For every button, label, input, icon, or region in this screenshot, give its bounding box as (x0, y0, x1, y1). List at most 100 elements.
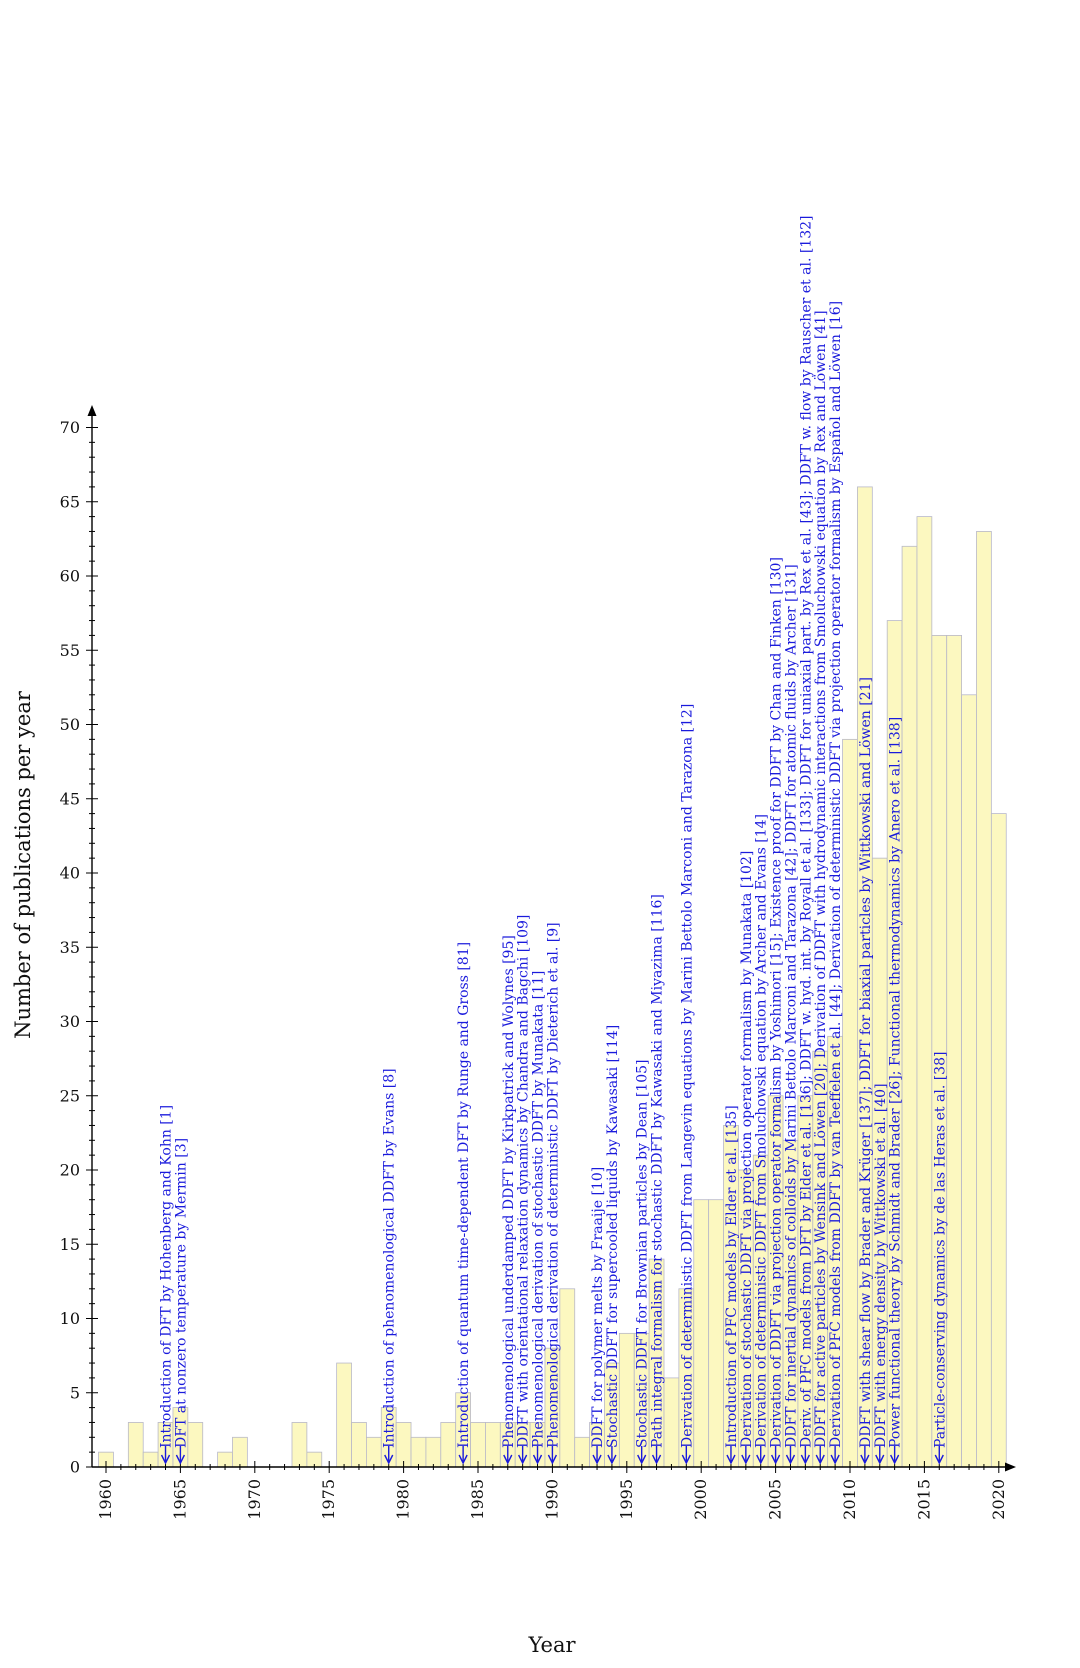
annotation-text: Introduction of quantum time-dependent D… (456, 942, 472, 1448)
annotation-text: Derivation of deterministic DDFT from La… (679, 704, 695, 1448)
bar-2014 (901, 545, 918, 1468)
annotation-1984: Introduction of quantum time-dependent D… (456, 942, 472, 1465)
y-tick-label: 40 (60, 864, 80, 883)
y-tick-label: 5 (70, 1383, 80, 1402)
annotation-1988: DDFT with orientational relaxation dynam… (516, 915, 532, 1465)
annotation-2011: DDFT with shear flow by Brader and Krüge… (858, 677, 874, 1465)
bar-1998 (663, 1377, 680, 1468)
bar-1981 (410, 1436, 427, 1468)
annotation-2006: DDFT for inertial dynamics of colloids b… (784, 564, 800, 1465)
annotation-2003: Derivation of stochastic DDFT via projec… (739, 851, 755, 1465)
annotation-text: Derivation of deterministic DDFT from Sm… (754, 814, 770, 1448)
annotation-1965: DFT at nonzero temperature by Mermin [3] (173, 1138, 189, 1465)
x-tick-label: 1975 (319, 1479, 338, 1520)
annotation-arrowhead (607, 1454, 617, 1465)
y-tick-label: 35 (60, 938, 80, 957)
annotation-2016: Particle-conserving dynamics by de las H… (932, 1052, 948, 1465)
annotation-text: DDFT for inertial dynamics of colloids b… (784, 564, 800, 1448)
x-tick-label: 2010 (840, 1479, 859, 1520)
annotations-layer: Introduction of DFT by Hohenberg and Koh… (159, 216, 948, 1465)
bar-1969 (232, 1436, 248, 1468)
annotation-arrowhead (384, 1454, 394, 1465)
x-axis-title: Year (527, 1633, 576, 1657)
y-tick-label: 50 (60, 715, 80, 734)
annotation-arrowhead (503, 1454, 513, 1465)
x-axis-arrowhead (1005, 1462, 1016, 1472)
annotation-arrowhead (830, 1454, 840, 1465)
annotation-text: Deriv. of PFC models from DFT by Elder e… (798, 216, 814, 1449)
annotation-1999: Derivation of deterministic DDFT from La… (679, 704, 695, 1465)
bar-2017 (946, 635, 962, 1468)
annotation-text: Stochastic DDFT for supercooled liquids … (605, 1025, 621, 1448)
annotation-text: DDFT with orientational relaxation dynam… (516, 915, 532, 1448)
annotation-text: Introduction of PFC models by Elder et a… (724, 1105, 740, 1448)
annotation-text: Introduction of phenomenological DDFT by… (382, 1068, 398, 1448)
annotation-1994: Stochastic DDFT for supercooled liquids … (605, 1025, 621, 1465)
annotation-1993: DDFT for polymer melts by Fraaije [10] (590, 1167, 606, 1465)
bar-2015 (916, 516, 933, 1468)
annotation-1997: Path integral formalism for stochastic D… (650, 894, 666, 1465)
annotation-arrowhead (785, 1454, 796, 1465)
y-tick-label: 25 (60, 1086, 80, 1105)
bar-2000 (693, 1199, 710, 1468)
x-tick-label: 1980 (394, 1479, 413, 1520)
annotation-arrowhead (890, 1454, 900, 1465)
bar-2020 (990, 813, 1007, 1468)
annotation-2009: Derivation of PFC models from DDFT by va… (828, 301, 844, 1465)
y-tick-label: 60 (60, 567, 80, 586)
y-tick-label: 10 (60, 1309, 80, 1328)
x-tick-label: 1960 (96, 1479, 115, 1520)
annotation-arrowhead (175, 1454, 186, 1465)
bar-1980 (395, 1422, 412, 1468)
x-tick-label: 1965 (170, 1479, 189, 1520)
y-tick-label: 20 (60, 1161, 80, 1180)
annotation-text: DFT at nonzero temperature by Mermin [3] (173, 1138, 189, 1448)
annotation-text: Stochastic DDFT for Brownian particles b… (635, 1060, 651, 1448)
x-tick-label: 2005 (766, 1479, 785, 1520)
annotation-arrowhead (518, 1454, 528, 1465)
annotation-2004: Derivation of deterministic DDFT from Sm… (754, 814, 770, 1465)
bar-2010 (842, 738, 858, 1468)
annotation-1964: Introduction of DFT by Hohenberg and Koh… (159, 1105, 175, 1465)
annotation-arrowhead (592, 1454, 602, 1465)
annotation-2005: Derivation of DDFT via projection operat… (769, 557, 785, 1465)
annotation-2012: DDFT with energy density by Wittkowski e… (873, 1083, 889, 1465)
x-tick-label: 1970 (245, 1479, 264, 1520)
annotation-text: DDFT for polymer melts by Fraaije [10] (590, 1167, 606, 1448)
bar-1966 (187, 1422, 204, 1468)
bar-1991 (559, 1288, 576, 1468)
annotation-1979: Introduction of phenomenological DDFT by… (382, 1068, 398, 1465)
y-axis-arrowhead (87, 405, 97, 416)
x-tick-label: 1990 (542, 1479, 561, 1520)
bar-1962 (127, 1422, 144, 1468)
x-tick-label: 2020 (989, 1479, 1008, 1520)
x-tick-label: 2000 (691, 1479, 710, 1520)
annotation-text: DDFT with shear flow by Brader and Krüge… (858, 677, 874, 1448)
annotation-2002: Introduction of PFC models by Elder et a… (724, 1105, 740, 1465)
annotation-2007: Deriv. of PFC models from DFT by Elder e… (798, 216, 814, 1465)
y-tick-label: 30 (60, 1012, 80, 1031)
annotation-arrowhead (815, 1454, 825, 1465)
annotation-1990: Phenomenological derivation of determini… (545, 922, 561, 1465)
bar-1978 (365, 1436, 382, 1468)
x-tick-label: 2015 (914, 1479, 933, 1520)
bar-1973 (291, 1422, 308, 1468)
annotation-arrowhead (160, 1454, 171, 1465)
annotation-text: Derivation of PFC models from DDFT by va… (828, 301, 844, 1448)
y-axis-title: Number of publications per year (11, 690, 35, 1039)
y-tick-label: 45 (60, 789, 80, 808)
annotation-text: Particle-conserving dynamics by de las H… (932, 1052, 948, 1448)
bar-2001 (708, 1199, 724, 1468)
bar-1995 (618, 1332, 635, 1468)
annotation-arrowhead (532, 1454, 543, 1465)
annotation-2008: DDFT for active particles by Wensink and… (813, 310, 829, 1465)
y-tick-label: 55 (60, 641, 80, 660)
x-tick-label: 1985 (468, 1479, 487, 1520)
annotation-arrowhead (458, 1454, 468, 1465)
annotation-arrowhead (934, 1454, 944, 1465)
annotation-arrowhead (741, 1454, 751, 1465)
bar-1982 (425, 1436, 442, 1468)
annotation-text: Phenomenological underdamped DDFT by Kir… (501, 935, 517, 1448)
y-tick-label: 0 (70, 1458, 80, 1477)
